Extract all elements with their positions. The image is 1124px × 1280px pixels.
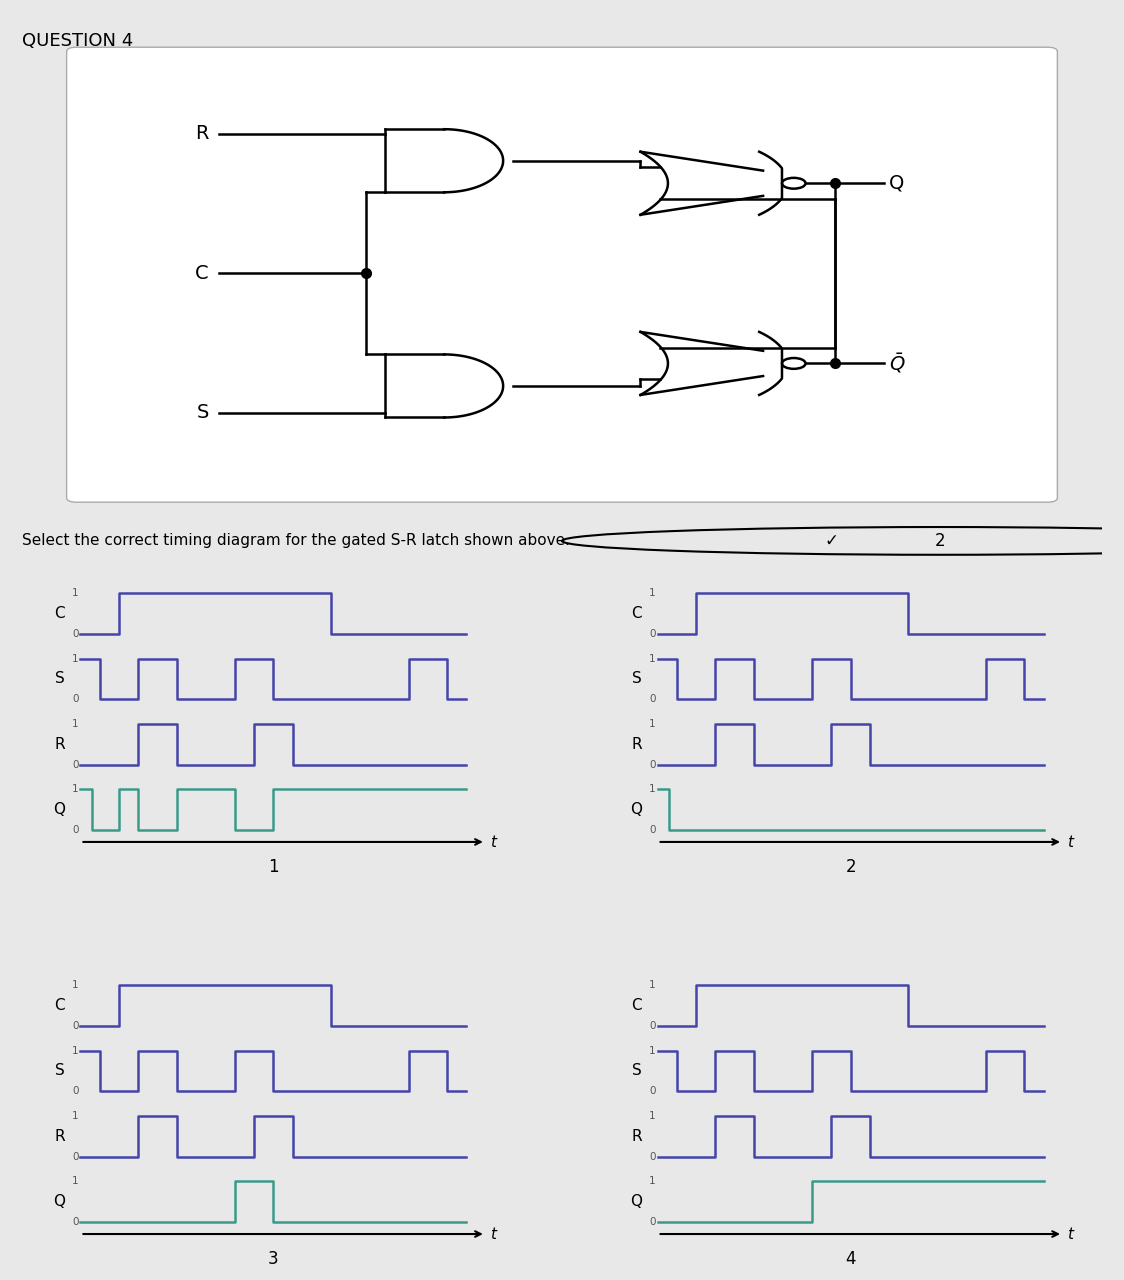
Text: Q: Q — [631, 801, 642, 817]
Text: R: R — [196, 124, 209, 143]
Text: 0: 0 — [650, 628, 655, 639]
Text: 0: 0 — [650, 694, 655, 704]
Text: 1: 1 — [649, 1176, 655, 1187]
Text: R: R — [54, 1129, 65, 1144]
Text: 1: 1 — [72, 1111, 79, 1121]
Text: 0: 0 — [72, 694, 79, 704]
Text: 0: 0 — [650, 1021, 655, 1032]
Text: 1: 1 — [649, 1111, 655, 1121]
Text: $t$: $t$ — [490, 835, 498, 850]
Text: 1: 1 — [72, 1176, 79, 1187]
Text: 1: 1 — [649, 654, 655, 663]
Text: 1: 1 — [269, 859, 279, 877]
Text: Q: Q — [53, 801, 65, 817]
Text: 0: 0 — [650, 1087, 655, 1097]
Text: 4: 4 — [845, 1251, 855, 1268]
Text: Q: Q — [889, 174, 905, 193]
Text: $\bar{Q}$: $\bar{Q}$ — [889, 352, 906, 375]
Text: Select the correct timing diagram for the gated S-R latch shown above.: Select the correct timing diagram for th… — [22, 534, 571, 548]
Text: 0: 0 — [72, 759, 79, 769]
Text: $t$: $t$ — [490, 1226, 498, 1242]
Text: 0: 0 — [72, 1021, 79, 1032]
Text: C: C — [54, 607, 65, 621]
Text: 1: 1 — [649, 589, 655, 598]
Text: 1: 1 — [72, 654, 79, 663]
Text: S: S — [633, 1064, 642, 1079]
Text: 1: 1 — [649, 1046, 655, 1056]
Text: R: R — [632, 736, 642, 751]
Text: 1: 1 — [649, 980, 655, 991]
Text: S: S — [633, 672, 642, 686]
Text: 2: 2 — [934, 532, 945, 550]
Text: C: C — [632, 998, 642, 1014]
Text: 1: 1 — [72, 783, 79, 794]
Text: 1: 1 — [72, 980, 79, 991]
Text: R: R — [632, 1129, 642, 1144]
Text: 1: 1 — [649, 719, 655, 728]
FancyBboxPatch shape — [66, 47, 1058, 502]
Text: 0: 0 — [650, 759, 655, 769]
Text: $t$: $t$ — [1067, 835, 1076, 850]
Text: ✓: ✓ — [825, 532, 839, 550]
Text: 0: 0 — [72, 1152, 79, 1161]
Text: C: C — [54, 998, 65, 1014]
Text: 1: 1 — [72, 719, 79, 728]
Text: Q: Q — [53, 1194, 65, 1208]
Text: 1: 1 — [649, 783, 655, 794]
Text: 0: 0 — [72, 1217, 79, 1226]
Text: S: S — [55, 1064, 65, 1079]
Text: 3: 3 — [269, 1251, 279, 1268]
Text: 1: 1 — [72, 589, 79, 598]
Text: 2: 2 — [845, 859, 855, 877]
Text: R: R — [54, 736, 65, 751]
Text: 0: 0 — [72, 824, 79, 835]
Text: C: C — [632, 607, 642, 621]
Text: S: S — [197, 403, 209, 422]
Text: Q: Q — [631, 1194, 642, 1208]
Text: $t$: $t$ — [1067, 1226, 1076, 1242]
Text: QUESTION 4: QUESTION 4 — [22, 32, 134, 50]
Text: 1: 1 — [72, 1046, 79, 1056]
Text: 0: 0 — [72, 628, 79, 639]
Text: C: C — [196, 264, 209, 283]
Text: 0: 0 — [72, 1087, 79, 1097]
Text: 0: 0 — [650, 1152, 655, 1161]
Text: 0: 0 — [650, 1217, 655, 1226]
Text: 0: 0 — [650, 824, 655, 835]
Text: S: S — [55, 672, 65, 686]
